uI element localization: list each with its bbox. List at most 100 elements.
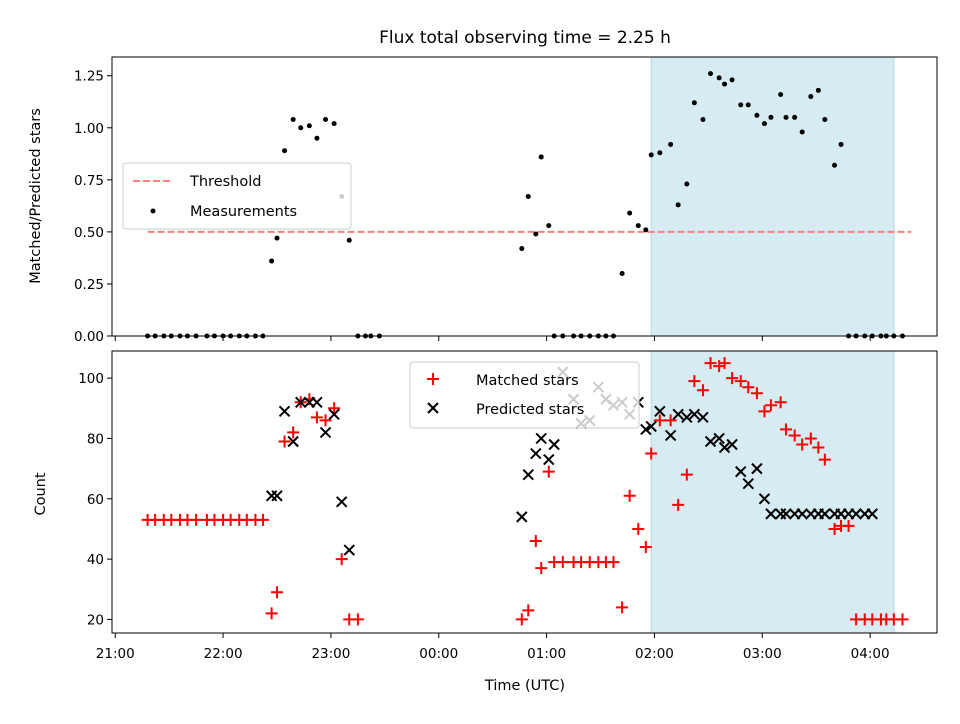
y-tick-label: 40 [87,552,104,568]
predicted-stars-point [704,435,717,448]
predicted-stars-point [681,411,693,424]
measurements-point [627,210,633,216]
y-tick-label: 100 [78,371,104,387]
predicted-stars-point [522,468,534,481]
measurements-point [346,237,352,243]
x-tick-label: 03:00 [743,646,782,662]
measurements-point [274,235,280,241]
ratio-y-axis-label: Matched/Predicted stars [28,108,44,284]
matched-stars-point [623,489,636,502]
matched-stars-point [515,613,528,626]
matched-stars-point [265,607,278,620]
matched-stars-point [190,513,203,526]
measurements-point [668,141,674,147]
y-tick-label: 80 [87,431,104,447]
count-panel-frame [111,350,938,634]
predicted-stars-point [271,490,283,502]
x-tick-label: 00:00 [419,646,458,662]
matched-stars-point [535,562,548,575]
matched-stars-point [764,399,777,412]
measurements-point [708,71,714,77]
matched-stars-point [529,535,542,548]
predicted-stars-point [688,408,701,421]
count-panel-shade [650,350,895,634]
measurements-point [754,112,760,118]
y-tick-label: 0.50 [74,225,104,241]
matched-stars-point [758,405,771,418]
matched-stars-point [335,553,348,566]
predicted-stars-point [819,508,831,520]
matched-stars-point [750,387,763,400]
legend-matched-swatch [427,373,439,385]
measurements-point [729,77,735,83]
measurements-point [738,102,744,108]
predicted-stars-point [713,432,725,445]
ratio-panel-frame [111,56,938,337]
predicted-stars-point [640,423,652,436]
matched-stars-point [319,414,332,427]
measurements-point [768,114,774,120]
measurements-point [648,152,654,158]
matched-stars-point [632,522,645,535]
measurements-point [700,116,706,122]
measurements-point [808,94,814,100]
measurements-point [684,181,690,187]
predicted-stars-point [672,408,684,421]
measurements-point [331,121,337,127]
ratio-legend: Threshold Measurements [122,162,352,230]
predicted-stars-point [535,432,547,445]
x-axis-label: Time (UTC) [484,678,565,694]
measurements-point [519,246,525,252]
predicted-stars-point [328,408,340,421]
matched-stars-point [812,441,825,454]
predicted-stars-point [726,438,738,451]
matched-stars-point [287,426,300,439]
count-legend-box [409,361,640,429]
y-tick-label: 20 [87,612,104,628]
measurements-point [538,154,544,160]
predicted-stars-point [530,447,542,460]
measurements-point [298,125,304,131]
matched-stars-point [271,586,283,599]
y-tick-label: 0.00 [74,329,104,345]
x-tick-label: 21:00 [96,646,135,662]
matched-stars-point [704,357,717,370]
x-tick-label: 23:00 [311,646,350,662]
matched-stars-point [818,453,831,466]
measurements-point [290,116,296,122]
matched-stars-point [804,432,817,445]
measurements-point [533,231,539,237]
measurements-point [282,148,288,154]
matched-stars-point [639,541,652,554]
x-tick-label: 01:00 [527,646,566,662]
legend-measurements-swatch [150,208,156,214]
predicted-stars-point [765,508,777,520]
measurements-point [778,91,784,97]
matched-stars-point [828,522,841,535]
legend-predicted-swatch [427,402,439,414]
predicted-stars-point [295,396,307,408]
measurements-point [722,81,728,87]
matched-stars-point [278,435,291,448]
measurements-point [832,162,838,168]
measurements-point [716,75,722,81]
predicted-stars-point [780,508,792,520]
matched-stars-point [542,465,555,478]
matched-stars-point [734,375,747,388]
predicted-stars-point [548,438,560,451]
predicted-stars-point [335,496,348,508]
matched-stars-point [696,384,709,397]
legend-threshold-label: Threshold [189,174,261,190]
ratio-panel: 0.00 0.25 0.50 0.75 1.00 1.25 Matched/Predict… [28,56,938,345]
predicted-stars-point [697,411,709,424]
x-tick-label: 02:00 [635,646,674,662]
measurements-point [838,141,844,147]
predicted-stars-point [718,441,731,454]
matched-stars-point [842,519,855,532]
measurements-point [306,123,312,129]
measurements-point [314,135,320,141]
measurements-point [635,223,641,229]
matched-stars-point [788,429,801,442]
measurements-point [822,116,828,122]
